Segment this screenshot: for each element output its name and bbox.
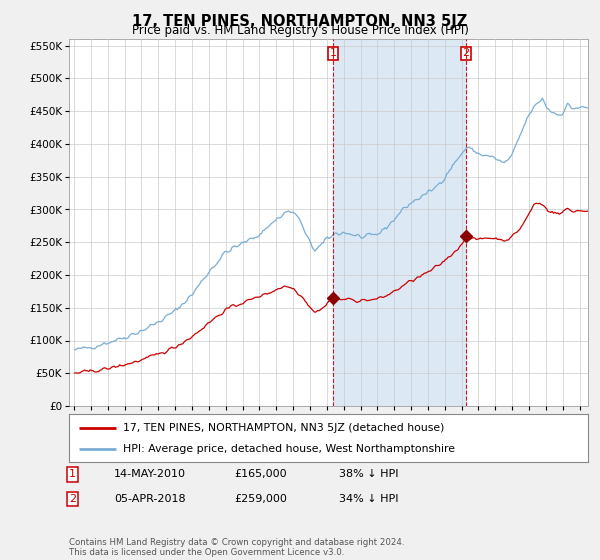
Text: £259,000: £259,000	[234, 494, 287, 504]
Text: HPI: Average price, detached house, West Northamptonshire: HPI: Average price, detached house, West…	[124, 444, 455, 454]
Text: £165,000: £165,000	[234, 469, 287, 479]
Text: 34% ↓ HPI: 34% ↓ HPI	[339, 494, 398, 504]
Text: 05-APR-2018: 05-APR-2018	[114, 494, 185, 504]
Text: 17, TEN PINES, NORTHAMPTON, NN3 5JZ: 17, TEN PINES, NORTHAMPTON, NN3 5JZ	[133, 14, 467, 29]
Bar	[333, 39, 466, 406]
Text: 38% ↓ HPI: 38% ↓ HPI	[339, 469, 398, 479]
Text: 1: 1	[69, 469, 76, 479]
Text: Contains HM Land Registry data © Crown copyright and database right 2024.
This d: Contains HM Land Registry data © Crown c…	[69, 538, 404, 557]
Text: 2: 2	[463, 48, 470, 58]
Text: Price paid vs. HM Land Registry's House Price Index (HPI): Price paid vs. HM Land Registry's House …	[131, 24, 469, 37]
Text: 2: 2	[69, 494, 76, 504]
Text: 1: 1	[329, 48, 337, 58]
Text: 17, TEN PINES, NORTHAMPTON, NN3 5JZ (detached house): 17, TEN PINES, NORTHAMPTON, NN3 5JZ (det…	[124, 423, 445, 433]
Text: 14-MAY-2010: 14-MAY-2010	[114, 469, 186, 479]
